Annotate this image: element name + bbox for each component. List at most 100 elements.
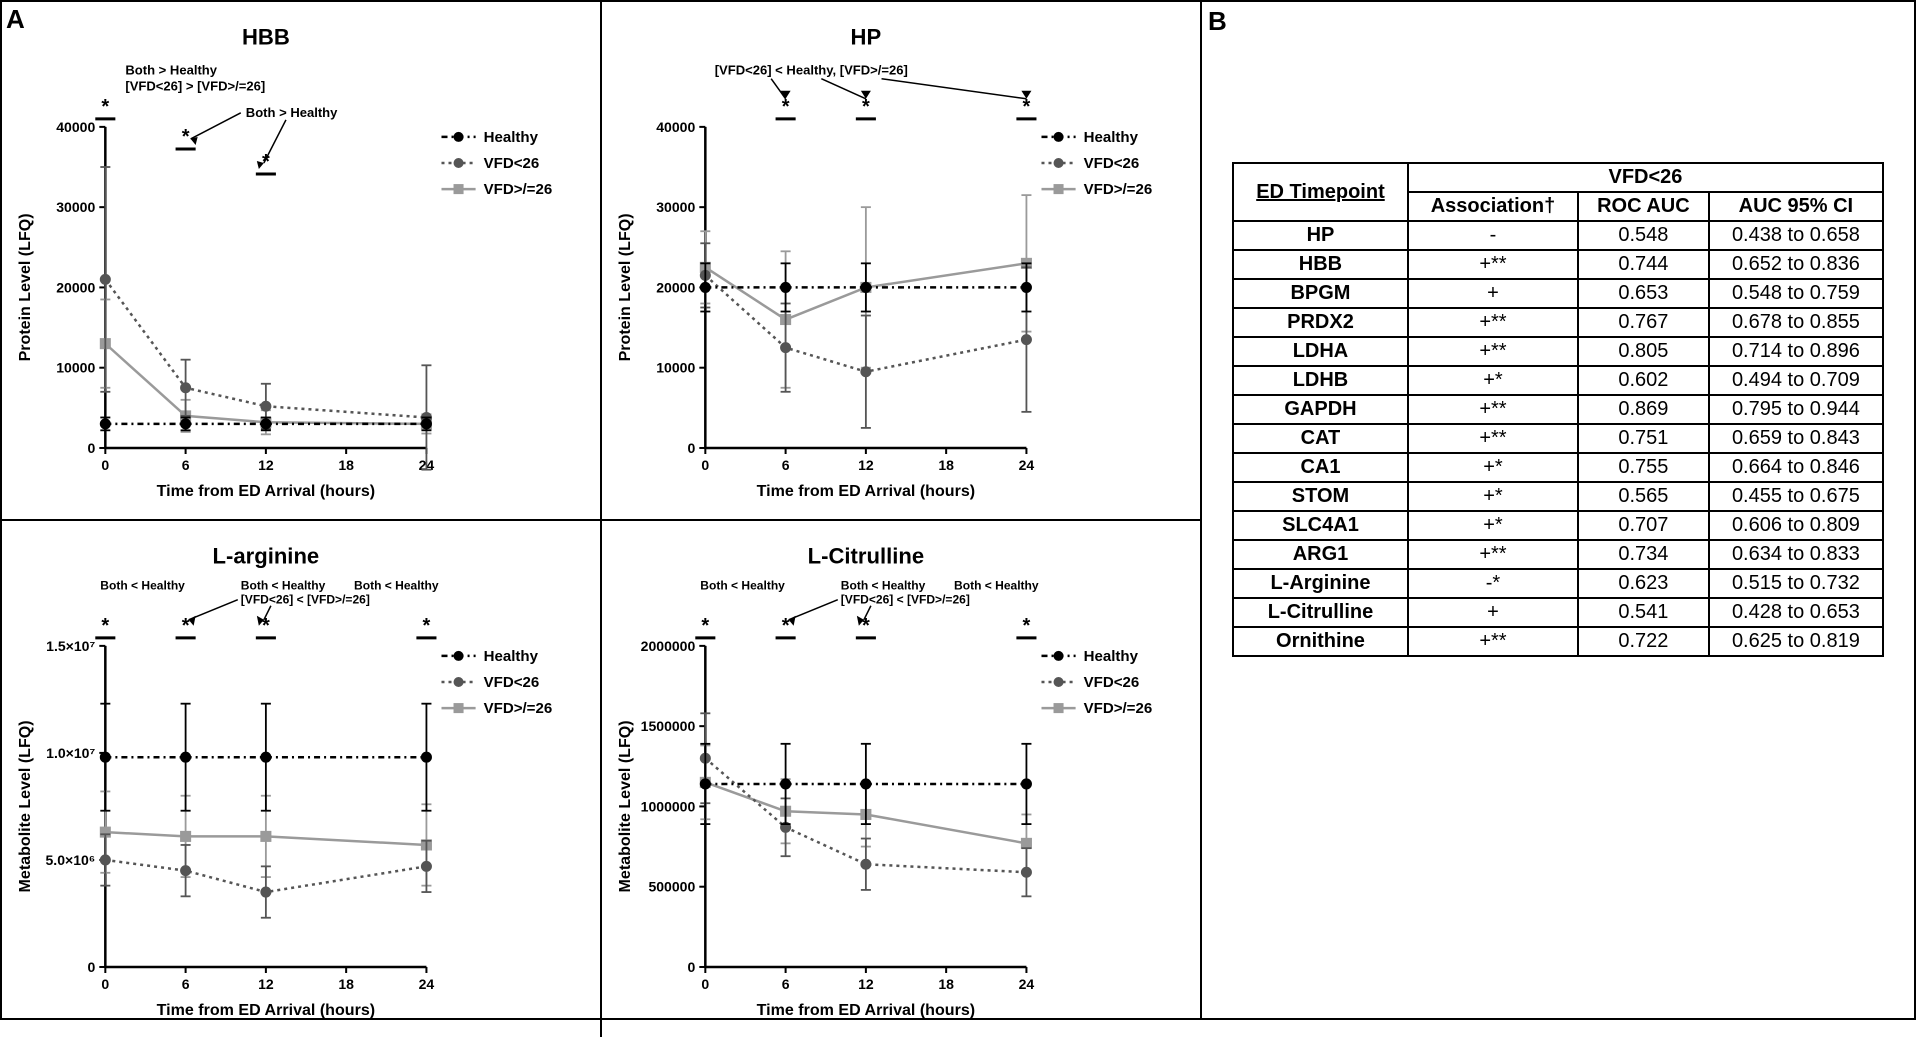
row-assoc: +** [1408, 337, 1578, 366]
svg-text:6: 6 [782, 457, 790, 473]
svg-text:HP: HP [851, 25, 882, 50]
row-auc: 0.869 [1578, 395, 1709, 424]
svg-text:[VFD<26] < Healthy, [VFD>/=26]: [VFD<26] < Healthy, [VFD>/=26] [715, 63, 908, 78]
row-assoc: +** [1408, 395, 1578, 424]
chart-row-bottom: L-arginine05.0×10⁶1.0×10⁷1.5×10⁷06121824… [2, 519, 1200, 1037]
svg-text:1.5×10⁷: 1.5×10⁷ [46, 638, 95, 654]
svg-text:40000: 40000 [656, 119, 695, 135]
svg-text:40000: 40000 [56, 119, 95, 135]
chart-larg: L-arginine05.0×10⁶1.0×10⁷1.5×10⁷06121824… [2, 521, 600, 1037]
table-row: ARG1+**0.7340.634 to 0.833 [1233, 540, 1883, 569]
col-ci: AUC 95% CI [1709, 192, 1883, 221]
svg-text:Both > Healthy: Both > Healthy [246, 105, 338, 120]
svg-text:0: 0 [701, 457, 709, 473]
row-auc: 0.541 [1578, 598, 1709, 627]
svg-text:Both < Healthy: Both < Healthy [241, 578, 326, 592]
col-assoc: Association† [1408, 192, 1578, 221]
row-assoc: +** [1408, 540, 1578, 569]
row-assoc: + [1408, 279, 1578, 308]
svg-text:2000000: 2000000 [641, 638, 696, 654]
row-ci: 0.678 to 0.855 [1709, 308, 1883, 337]
row-ci: 0.494 to 0.709 [1709, 366, 1883, 395]
table-row: CAT+**0.7510.659 to 0.843 [1233, 424, 1883, 453]
row-name: HP [1233, 221, 1408, 250]
panel-a-label: A [6, 4, 25, 35]
svg-text:L-arginine: L-arginine [213, 543, 320, 568]
svg-text:30000: 30000 [656, 199, 695, 215]
row-auc: 0.548 [1578, 221, 1709, 250]
row-name: GAPDH [1233, 395, 1408, 424]
svg-text:12: 12 [858, 457, 874, 473]
svg-text:30000: 30000 [56, 199, 95, 215]
row-auc: 0.623 [1578, 569, 1709, 598]
svg-text:Healthy: Healthy [1084, 129, 1139, 146]
row-auc: 0.734 [1578, 540, 1709, 569]
row-name: L-Citrulline [1233, 598, 1408, 627]
svg-text:Healthy: Healthy [484, 648, 539, 665]
row-ci: 0.455 to 0.675 [1709, 482, 1883, 511]
row-ci: 0.634 to 0.833 [1709, 540, 1883, 569]
svg-text:0: 0 [87, 959, 95, 975]
row-assoc: +* [1408, 366, 1578, 395]
row-name: LDHA [1233, 337, 1408, 366]
row-assoc: +* [1408, 511, 1578, 540]
row-ci: 0.438 to 0.658 [1709, 221, 1883, 250]
svg-text:*: * [782, 96, 790, 118]
svg-text:VFD>/=26: VFD>/=26 [1084, 181, 1153, 198]
table-row: GAPDH+**0.8690.795 to 0.944 [1233, 395, 1883, 424]
row-name: ARG1 [1233, 540, 1408, 569]
row-assoc: +** [1408, 627, 1578, 656]
row-name: BPGM [1233, 279, 1408, 308]
table-row: PRDX2+**0.7670.678 to 0.855 [1233, 308, 1883, 337]
svg-text:Metabolite Level (LFQ): Metabolite Level (LFQ) [16, 720, 34, 892]
svg-text:Time from ED Arrival (hours): Time from ED Arrival (hours) [757, 1001, 975, 1019]
row-assoc: +** [1408, 308, 1578, 337]
table-wrap: ED Timepoint VFD<26 Association† ROC AUC… [1202, 2, 1914, 677]
row-ci: 0.652 to 0.836 [1709, 250, 1883, 279]
svg-text:L-Citrulline: L-Citrulline [808, 543, 924, 568]
svg-text:VFD<26: VFD<26 [484, 674, 540, 691]
row-name: STOM [1233, 482, 1408, 511]
svg-text:20000: 20000 [656, 279, 695, 295]
svg-text:*: * [101, 96, 109, 118]
svg-text:Protein Level (LFQ): Protein Level (LFQ) [16, 213, 34, 361]
row-name: SLC4A1 [1233, 511, 1408, 540]
svg-text:VFD<26: VFD<26 [1084, 155, 1140, 172]
table-row: STOM+*0.5650.455 to 0.675 [1233, 482, 1883, 511]
table-row: CA1+*0.7550.664 to 0.846 [1233, 453, 1883, 482]
row-ci: 0.714 to 0.896 [1709, 337, 1883, 366]
svg-text:*: * [862, 96, 870, 118]
svg-text:0: 0 [87, 440, 95, 456]
svg-text:1500000: 1500000 [641, 718, 696, 734]
svg-text:6: 6 [782, 976, 790, 992]
svg-text:Time from ED Arrival (hours): Time from ED Arrival (hours) [757, 482, 975, 500]
svg-text:24: 24 [419, 976, 435, 992]
svg-text:HBB: HBB [242, 25, 290, 50]
svg-text:Both < Healthy: Both < Healthy [100, 578, 185, 592]
svg-text:VFD>/=26: VFD>/=26 [484, 700, 553, 717]
chart-svg-hbb: HBB01000020000300004000006121824Time fro… [10, 14, 592, 511]
row-name: Ornithine [1233, 627, 1408, 656]
svg-text:VFD>/=26: VFD>/=26 [484, 181, 553, 198]
svg-text:0: 0 [701, 976, 709, 992]
svg-text:20000: 20000 [56, 279, 95, 295]
roc-table: ED Timepoint VFD<26 Association† ROC AUC… [1232, 162, 1884, 657]
svg-text:VFD<26: VFD<26 [1084, 674, 1140, 691]
row-auc: 0.653 [1578, 279, 1709, 308]
svg-text:24: 24 [1019, 976, 1035, 992]
row-ci: 0.625 to 0.819 [1709, 627, 1883, 656]
svg-text:18: 18 [338, 976, 354, 992]
svg-text:6: 6 [182, 457, 190, 473]
svg-text:*: * [101, 615, 109, 637]
svg-text:18: 18 [338, 457, 354, 473]
row-assoc: - [1408, 221, 1578, 250]
row-auc: 0.744 [1578, 250, 1709, 279]
svg-text:[VFD<26] < [VFD>/=26]: [VFD<26] < [VFD>/=26] [841, 592, 970, 606]
table-row: L-Citrulline+0.5410.428 to 0.653 [1233, 598, 1883, 627]
svg-text:12: 12 [258, 457, 274, 473]
svg-text:Metabolite Level (LFQ): Metabolite Level (LFQ) [616, 720, 634, 892]
svg-text:Healthy: Healthy [1084, 648, 1139, 665]
table-row: LDHB+*0.6020.494 to 0.709 [1233, 366, 1883, 395]
svg-text:Both < Healthy: Both < Healthy [354, 578, 439, 592]
svg-text:Both < Healthy: Both < Healthy [700, 578, 785, 592]
